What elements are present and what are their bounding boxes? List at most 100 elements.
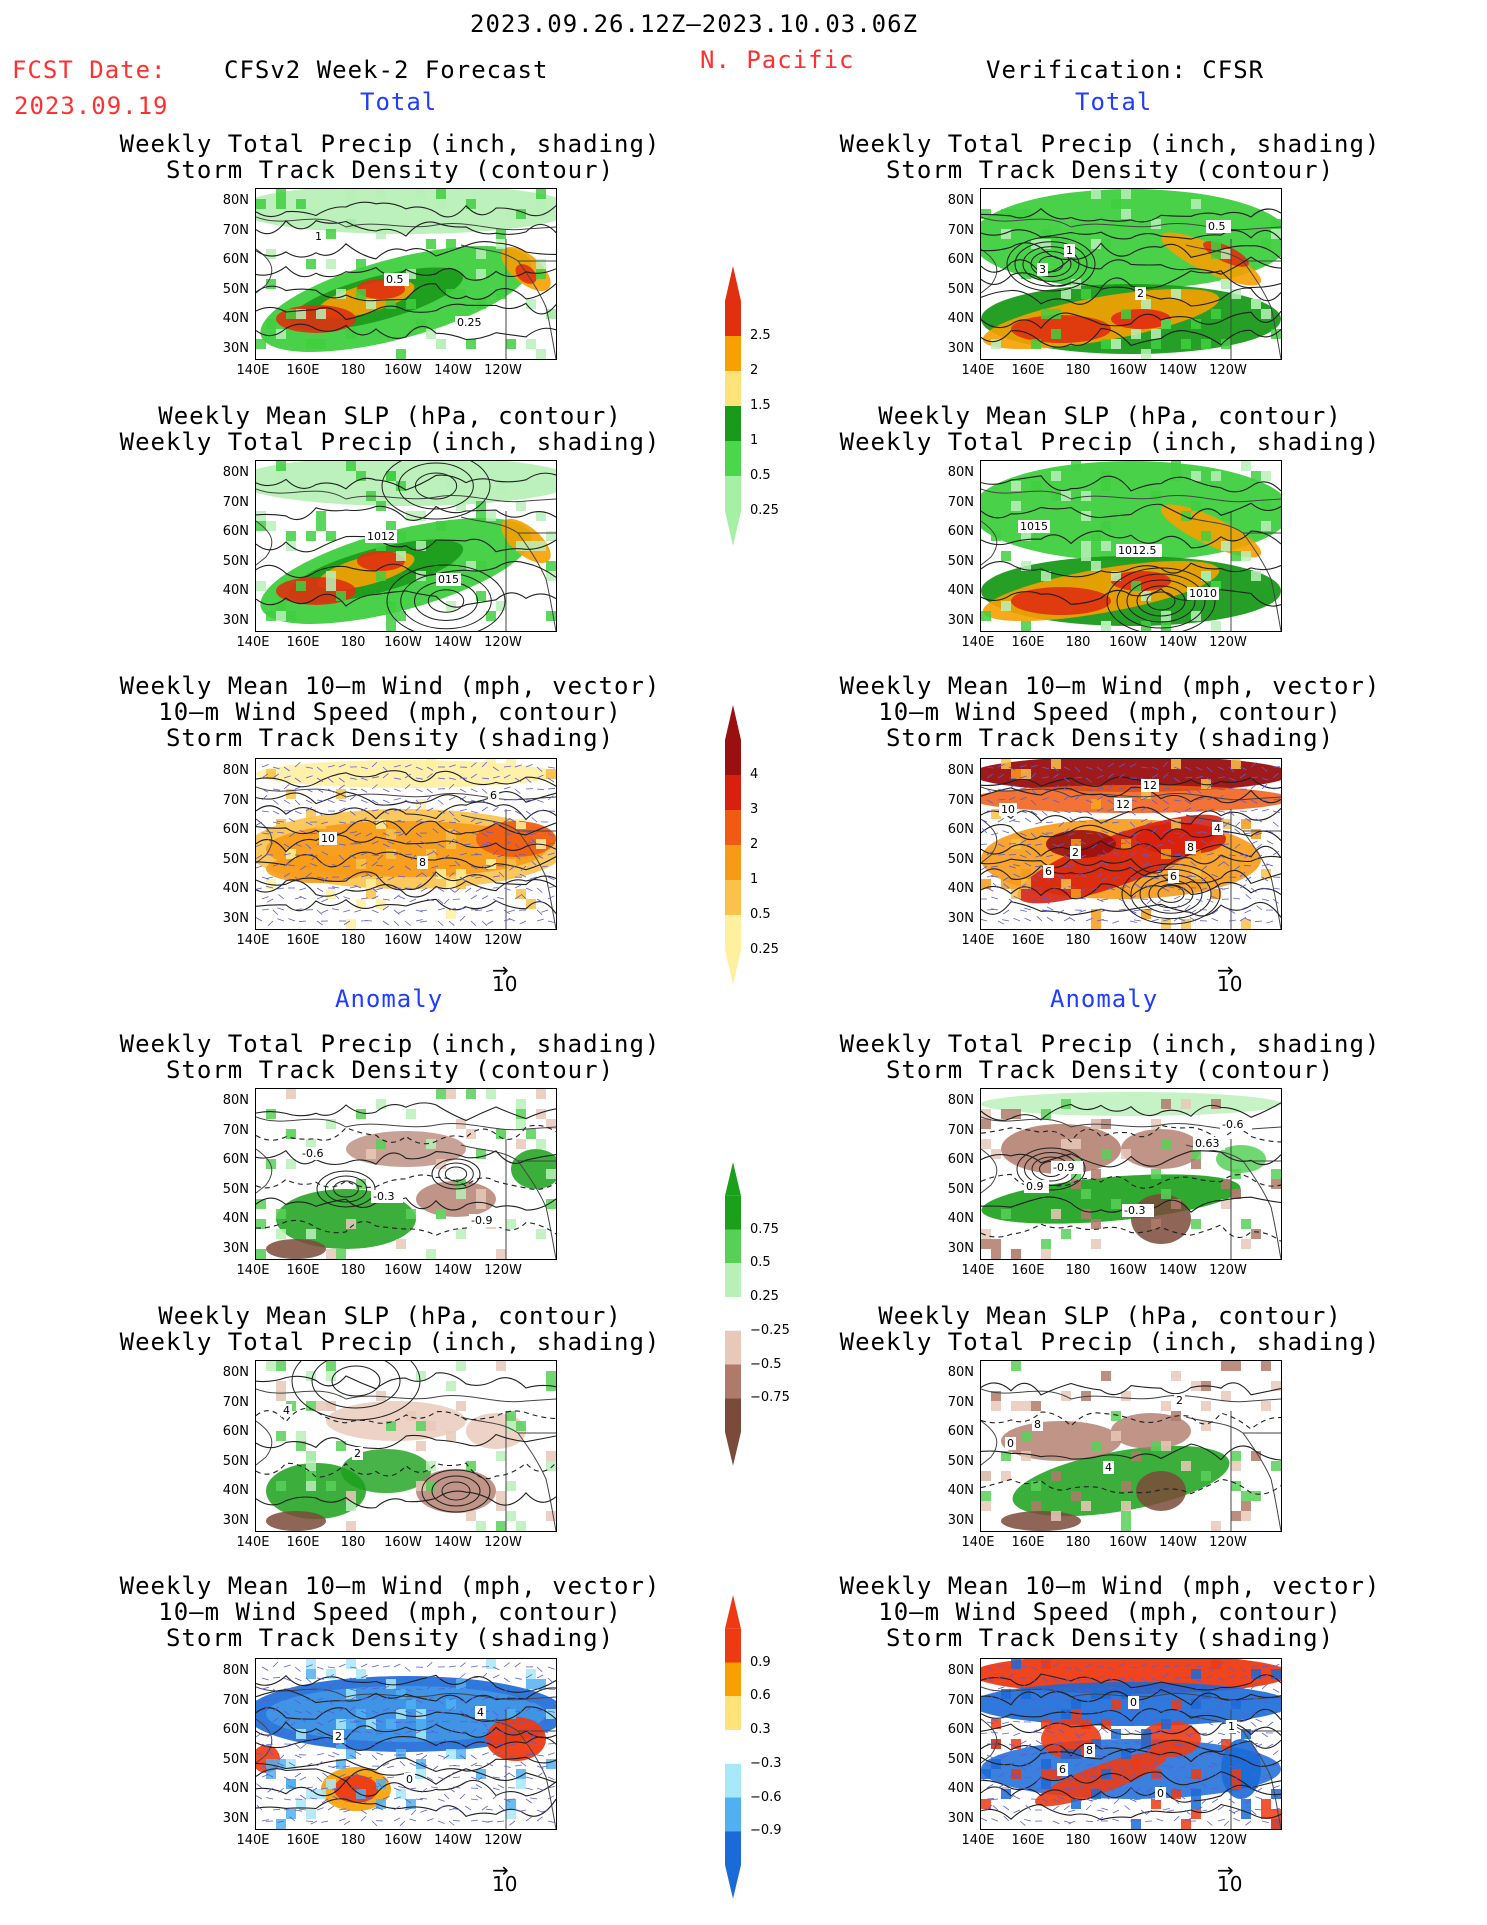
colorbar-label: 0.6	[750, 1688, 771, 1704]
lon-label: 160E	[1011, 933, 1045, 948]
lat-label: 60N	[222, 1722, 249, 1737]
panel-cfsr-slp-precip: 1012.5 1010 1015	[980, 460, 1282, 632]
lon-label: 160E	[1011, 1535, 1045, 1550]
lon-label: 180	[340, 1833, 366, 1848]
colorbar-label: 0.25	[750, 503, 779, 518]
panel-title: Weekly Mean SLP (hPa, contour)	[878, 1302, 1342, 1330]
lon-label: 160E	[1011, 1833, 1045, 1848]
colorbar-label: 3	[750, 802, 759, 817]
contour-label: -0.3	[373, 1190, 394, 1203]
lat-label: 30N	[222, 1810, 249, 1826]
lat-label: 50N	[947, 851, 974, 867]
lon-label: 140E	[236, 933, 270, 948]
lon-label: 120W	[484, 1535, 522, 1550]
lat-label: 60N	[222, 1152, 249, 1167]
panel-cfsr-anom-slp-precip: 8 4 2 0	[980, 1360, 1282, 1532]
panel-cfsr-wind-storm: 6 10 2 12 4 6 12 8	[980, 758, 1282, 930]
contour-label: 0	[1007, 1437, 1014, 1450]
panel-title: Weekly Mean SLP (hPa, contour)	[158, 402, 622, 430]
contour-label: 3	[1039, 263, 1046, 276]
lat-label: 70N	[222, 494, 249, 510]
panel-title: 10—m Wind Speed (mph, contour)	[158, 698, 622, 726]
contour-label: 4	[1214, 822, 1221, 835]
lat-label: 70N	[947, 1692, 974, 1708]
lat-label: 30N	[947, 1810, 974, 1826]
lon-label: 180	[1065, 1833, 1091, 1848]
contour-label: 0.5	[1208, 220, 1226, 233]
panel-title: Weekly Total Precip (inch, shading)	[119, 1328, 661, 1356]
colorbar-storm-anomaly	[724, 1595, 742, 1899]
colorbar-label: −0.5	[750, 1356, 782, 1372]
lat-label: 70N	[222, 222, 249, 238]
lon-label: 140E	[961, 1535, 995, 1550]
panel-title: Weekly Total Precip (inch, shading)	[119, 428, 661, 456]
lon-label: 140W	[1159, 933, 1197, 948]
contour-label: 8	[1187, 841, 1194, 854]
panel-title: Storm Track Density (contour)	[885, 156, 1335, 184]
lat-label: 50N	[947, 1181, 974, 1197]
panel-title: Weekly Mean 10—m Wind (mph, vector)	[839, 672, 1381, 700]
lon-label: 120W	[1209, 1833, 1247, 1848]
lat-label: 40N	[947, 1211, 974, 1226]
lat-label: 50N	[947, 1751, 974, 1767]
section-total-right: Total	[1075, 88, 1153, 116]
contour-label: 6	[1045, 865, 1052, 878]
lon-label: 160W	[1109, 635, 1147, 650]
lon-label: 140W	[1159, 1535, 1197, 1550]
lon-label: 140E	[961, 363, 995, 378]
lat-label: 50N	[222, 851, 249, 867]
section-anomaly-left: Anomaly	[335, 985, 444, 1013]
contour-label: 0.25	[457, 316, 482, 329]
lon-label: 180	[340, 933, 366, 948]
contour-label: 4	[1105, 1461, 1112, 1474]
contour-label: 2	[1137, 287, 1144, 300]
lon-label: 140W	[434, 933, 472, 948]
lon-label: 120W	[1209, 1263, 1247, 1278]
lat-label: 40N	[222, 1211, 249, 1226]
region-title: N. Pacific	[700, 46, 855, 74]
lat-label: 30N	[947, 1512, 974, 1528]
colorbar-label: −0.3	[750, 1755, 782, 1771]
panel-title: Weekly Total Precip (inch, shading)	[839, 1030, 1381, 1058]
forecast-column-title: CFSv2 Week-2 Forecast	[224, 56, 549, 84]
vector-reference-value: 10	[492, 972, 518, 996]
section-anomaly-right: Anomaly	[1050, 985, 1159, 1013]
lon-label: 160W	[1109, 1263, 1147, 1278]
lat-label: 80N	[947, 1093, 974, 1108]
contour-label: 8	[1086, 1744, 1093, 1757]
lon-label: 180	[1065, 933, 1091, 948]
lat-label: 50N	[947, 281, 974, 297]
lon-label: 140W	[1159, 635, 1197, 650]
colorbar-label: 0.3	[750, 1722, 771, 1737]
panel-title: Weekly Mean SLP (hPa, contour)	[158, 1302, 622, 1330]
lat-label: 70N	[222, 1692, 249, 1708]
lat-label: 50N	[222, 553, 249, 569]
lon-label: 160E	[286, 933, 320, 948]
lat-label: 40N	[222, 1781, 249, 1796]
contour-label: 6	[1170, 870, 1177, 883]
lat-label: 80N	[947, 763, 974, 778]
lon-label: 140E	[236, 635, 270, 650]
contour-label: 6	[490, 789, 497, 802]
lon-label: 140E	[961, 933, 995, 948]
lat-label: 60N	[947, 1424, 974, 1439]
lat-label: 50N	[947, 1453, 974, 1469]
lat-label: 50N	[222, 281, 249, 297]
lat-label: 80N	[222, 763, 249, 778]
panel-fcst-anom-precip-storm: -0.9 -0.6 -0.3	[255, 1088, 557, 1260]
contour-label: 0.9	[1026, 1180, 1044, 1193]
contour-label: 1015	[1020, 520, 1048, 533]
lat-label: 30N	[947, 910, 974, 926]
lat-label: 40N	[947, 583, 974, 598]
lat-label: 70N	[947, 494, 974, 510]
colorbar-label: −0.75	[750, 1390, 790, 1406]
lat-label: 70N	[947, 1394, 974, 1410]
colorbar-storm-total	[724, 705, 742, 985]
panel-fcst-slp-precip: 1012 015	[255, 460, 557, 632]
lon-label: 160W	[384, 363, 422, 378]
lat-label: 60N	[222, 1424, 249, 1439]
lon-label: 180	[1065, 635, 1091, 650]
panel-title: Storm Track Density (contour)	[165, 156, 615, 184]
colorbar-label: 2	[750, 363, 759, 378]
lat-label: 50N	[947, 553, 974, 569]
